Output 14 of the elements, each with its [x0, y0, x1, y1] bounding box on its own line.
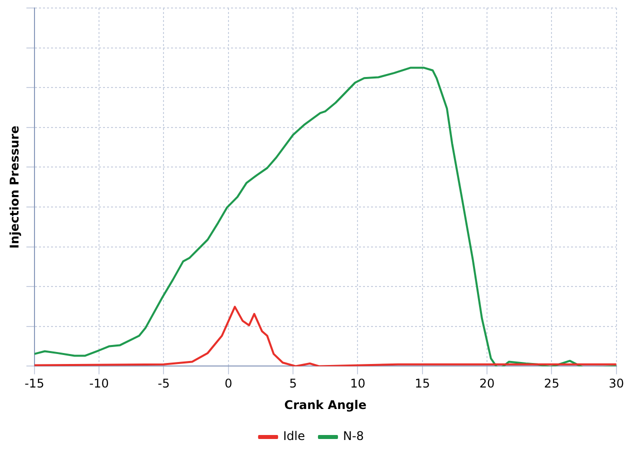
x-tick-label: -15 — [24, 376, 44, 391]
x-tick-label: 10 — [350, 376, 366, 391]
x-tick-label: 30 — [608, 376, 624, 391]
y-axis-title: Injection Pressure — [7, 126, 22, 249]
x-tick-label: 5 — [289, 376, 297, 391]
x-tick-label: 0 — [224, 376, 232, 391]
x-tick-label: 15 — [414, 376, 430, 391]
legend-label: Idle — [283, 429, 305, 444]
x-tick-label: 20 — [479, 376, 495, 391]
x-tick-label: -10 — [89, 376, 109, 391]
x-tick-label: -5 — [158, 376, 170, 391]
x-tick-label: 25 — [544, 376, 560, 391]
legend-label: N-8 — [342, 429, 364, 444]
x-axis-title: Crank Angle — [284, 398, 366, 412]
